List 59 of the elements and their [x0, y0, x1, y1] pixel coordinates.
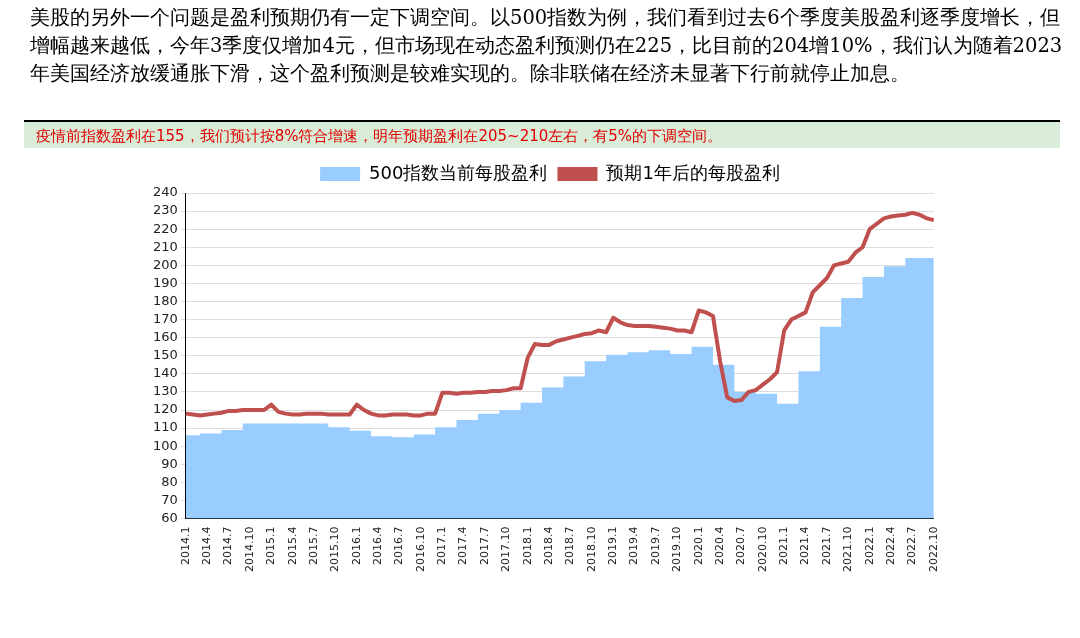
y-tick-label: 70 [161, 491, 178, 507]
x-tick-label: 2015.1 [264, 526, 278, 566]
y-tick-label: 230 [152, 202, 178, 218]
x-tick-label: 2018.7 [563, 526, 577, 566]
y-tick-label: 100 [152, 437, 178, 453]
y-tick-label: 170 [152, 310, 178, 326]
y-tick-label: 140 [152, 365, 178, 381]
x-tick-label: 2020.4 [712, 526, 726, 566]
x-tick-label: 2019.10 [670, 526, 684, 573]
x-tick-label: 2022.4 [883, 526, 897, 566]
x-tick-label: 2021.10 [841, 526, 855, 573]
x-tick-label: 2017.1 [435, 526, 449, 566]
x-tick-label: 2015.10 [328, 526, 342, 573]
x-tick-label: 2018.10 [584, 526, 598, 573]
x-tick-label: 2022.7 [905, 526, 919, 566]
y-tick-label: 160 [152, 329, 178, 345]
y-tick-label: 80 [161, 473, 178, 489]
x-tick-label: 2021.1 [777, 526, 791, 566]
y-tick-label: 200 [152, 256, 178, 272]
x-tick-label: 2017.10 [499, 526, 513, 573]
x-tick-label: 2019.7 [648, 526, 662, 566]
x-tick-label: 2015.7 [306, 526, 320, 566]
legend-label: 预期1年后的每股盈利 [606, 161, 780, 183]
chart-title: 美股的另外一个问题是盈利预期仍有一定下调空间。以500指数为例，我们看到过去6个季度美股盈利逐季度增长，但增幅越来越低，今年3季度仅增加4元，但市场现在动态盈利预测仍在225，比目前的204增10%，我们认为随着2023年美国经济放缓通胀下滑，这个盈利预测是较难实现的。除非联储在经济未显著下行前就停止加息。 [30, 5, 1064, 87]
y-tick-label: 120 [152, 401, 178, 417]
y-tick-label: 60 [161, 509, 178, 525]
x-tick-label: 2022.1 [862, 526, 876, 566]
x-tick-label: 2019.4 [627, 526, 641, 566]
x-tick-label: 2020.1 [691, 526, 705, 566]
x-tick-label: 2016.10 [413, 526, 427, 573]
x-tick-label: 2014.4 [200, 526, 214, 566]
y-tick-label: 210 [152, 238, 178, 254]
x-tick-label: 2014.10 [242, 526, 256, 573]
y-tick-label: 130 [152, 383, 178, 399]
y-tick-label: 180 [152, 292, 178, 308]
x-tick-label: 2021.7 [819, 526, 833, 566]
y-tick-label: 190 [152, 274, 178, 290]
x-tick-label: 2017.7 [477, 526, 491, 566]
x-tick-label: 2014.7 [221, 526, 235, 566]
x-tick-label: 2018.4 [541, 526, 555, 566]
y-tick-label: 240 [152, 184, 178, 200]
x-tick-label: 2020.7 [734, 526, 748, 566]
chart-subtitle: 疫情前指数盈利在155，我们预计按8%符合增速，明年预期盈利在205~210左右，有5%的下调空间。 [24, 120, 1060, 148]
y-tick-label: 90 [161, 455, 178, 471]
x-tick-label: 2021.4 [798, 526, 812, 566]
y-tick-label: 110 [152, 419, 178, 435]
x-tick-label: 2019.1 [606, 526, 620, 566]
y-tick-label: 150 [152, 347, 178, 363]
x-tick-label: 2018.1 [520, 526, 534, 566]
x-tick-label: 2015.4 [285, 526, 299, 566]
x-tick-label: 2017.4 [456, 526, 470, 566]
x-tick-label: 2016.7 [392, 526, 406, 566]
x-tick-label: 2014.1 [178, 526, 192, 566]
x-tick-label: 2022.10 [926, 526, 940, 573]
y-tick-label: 220 [152, 220, 178, 236]
x-tick-label: 2016.1 [349, 526, 363, 566]
x-tick-label: 2016.4 [371, 526, 385, 566]
legend-label: 500指数当前每股盈利 [369, 161, 548, 183]
x-tick-label: 2020.10 [755, 526, 769, 573]
